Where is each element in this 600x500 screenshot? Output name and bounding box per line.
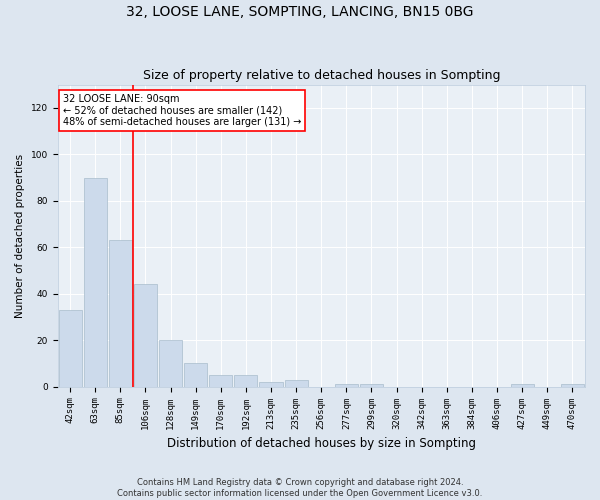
- Y-axis label: Number of detached properties: Number of detached properties: [15, 154, 25, 318]
- Bar: [209, 375, 232, 386]
- Bar: [59, 310, 82, 386]
- Title: Size of property relative to detached houses in Sompting: Size of property relative to detached ho…: [143, 69, 500, 82]
- Bar: [284, 380, 308, 386]
- Bar: [109, 240, 132, 386]
- Bar: [83, 178, 107, 386]
- Bar: [259, 382, 283, 386]
- Bar: [335, 384, 358, 386]
- Bar: [511, 384, 534, 386]
- Text: 32 LOOSE LANE: 90sqm
← 52% of detached houses are smaller (142)
48% of semi-deta: 32 LOOSE LANE: 90sqm ← 52% of detached h…: [63, 94, 301, 127]
- X-axis label: Distribution of detached houses by size in Sompting: Distribution of detached houses by size …: [167, 437, 476, 450]
- Bar: [134, 284, 157, 386]
- Bar: [360, 384, 383, 386]
- Bar: [159, 340, 182, 386]
- Bar: [235, 375, 257, 386]
- Bar: [561, 384, 584, 386]
- Text: 32, LOOSE LANE, SOMPTING, LANCING, BN15 0BG: 32, LOOSE LANE, SOMPTING, LANCING, BN15 …: [126, 5, 474, 19]
- Text: Contains HM Land Registry data © Crown copyright and database right 2024.
Contai: Contains HM Land Registry data © Crown c…: [118, 478, 482, 498]
- Bar: [184, 364, 207, 386]
